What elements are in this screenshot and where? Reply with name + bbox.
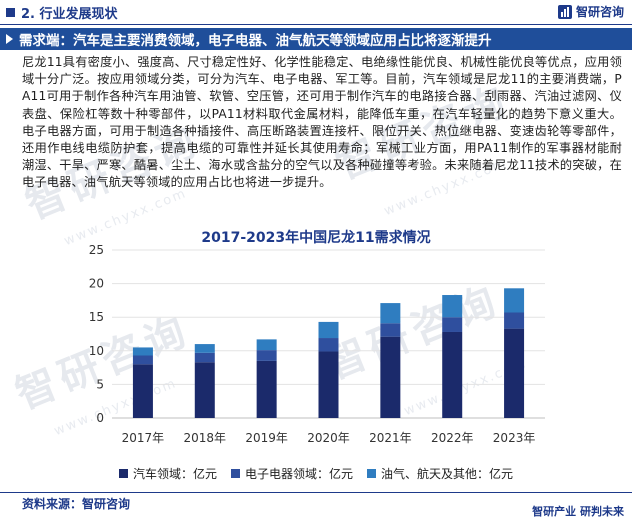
section-marker-icon	[6, 7, 15, 17]
bar-segment	[256, 339, 277, 351]
chart-title: 2017-2023年中国尼龙11需求情况	[201, 230, 431, 246]
bar-segment	[318, 338, 339, 352]
bar-segment	[318, 321, 339, 339]
bar-segment	[380, 336, 401, 418]
x-tick-label: 2018年	[184, 431, 227, 445]
x-tick-label: 2021年	[369, 431, 412, 445]
legend-swatch	[367, 469, 376, 478]
legend-label: 汽车领域：亿元	[132, 467, 217, 481]
section-title: 2. 行业发展现状	[21, 6, 118, 22]
x-tick-label: 2023年	[493, 431, 536, 445]
y-tick-label: 15	[89, 310, 104, 324]
bar-segment	[194, 344, 215, 353]
logo-text: 智研咨询	[575, 5, 624, 19]
source-note: 资料来源：智研咨询	[22, 497, 131, 511]
bar-segment	[504, 328, 525, 418]
bar-segment	[256, 350, 277, 361]
y-tick-label: 0	[96, 411, 104, 425]
topic-banner: 需求端：汽车是主要消费领域，电子电器、油气航天等领域应用占比将逐渐提升	[0, 28, 632, 50]
legend-label: 电子电器领域：亿元	[244, 467, 353, 481]
bar-segment	[194, 352, 215, 363]
bar-segment	[504, 288, 525, 313]
bar-segment	[194, 362, 215, 418]
x-tick-label: 2022年	[431, 431, 474, 445]
footer-slogan: 智研产业 研判未来	[532, 505, 624, 518]
bar-segment	[504, 312, 525, 329]
legend-swatch	[118, 469, 128, 478]
bar-segment	[318, 351, 339, 418]
y-tick-label: 5	[96, 377, 104, 391]
y-tick-label: 25	[89, 243, 104, 257]
triangle-icon	[6, 34, 13, 44]
bar-segment	[380, 323, 401, 337]
x-tick-label: 2017年	[122, 431, 165, 445]
bar-segment	[442, 317, 463, 332]
y-tick-label: 20	[89, 277, 104, 291]
divider	[0, 492, 632, 493]
bar-segment	[256, 360, 277, 418]
banner-text: 需求端：汽车是主要消费领域，电子电器、油气航天等领域应用占比将逐渐提升	[19, 33, 492, 49]
legend-item: 汽车领域：亿元	[118, 465, 217, 482]
legend-item: 油气、航天及其他：亿元	[367, 465, 513, 482]
x-tick-label: 2019年	[245, 431, 288, 445]
x-tick-label: 2020年	[307, 431, 350, 445]
bar-segment	[442, 331, 463, 418]
section-header: 2. 行业发展现状 智研咨询	[0, 0, 632, 24]
chart-legend: 汽车领域：亿元 电子电器领域：亿元 油气、航天及其他：亿元	[0, 465, 632, 482]
bar-segment	[132, 364, 153, 418]
divider	[0, 24, 632, 25]
logo-icon	[557, 4, 572, 19]
legend-swatch	[230, 469, 240, 478]
bar-segment	[132, 347, 153, 356]
bar-segment	[442, 295, 463, 318]
bar-segment	[132, 355, 153, 365]
body-paragraph: 尼龙11具有密度小、强度高、尺寸稳定性好、化学性能稳定、电绝缘性能优良、机械性能…	[22, 55, 622, 190]
y-tick-label: 10	[89, 344, 104, 358]
bar-segment	[380, 303, 401, 324]
logo: 智研咨询	[557, 3, 624, 20]
legend-item: 电子电器领域：亿元	[230, 465, 353, 482]
legend-label: 油气、航天及其他：亿元	[381, 467, 514, 481]
bar-chart: 0 5 10 15 20 25 2017年 2018年 2019年 2020年 2021年 2022年…	[89, 243, 545, 445]
